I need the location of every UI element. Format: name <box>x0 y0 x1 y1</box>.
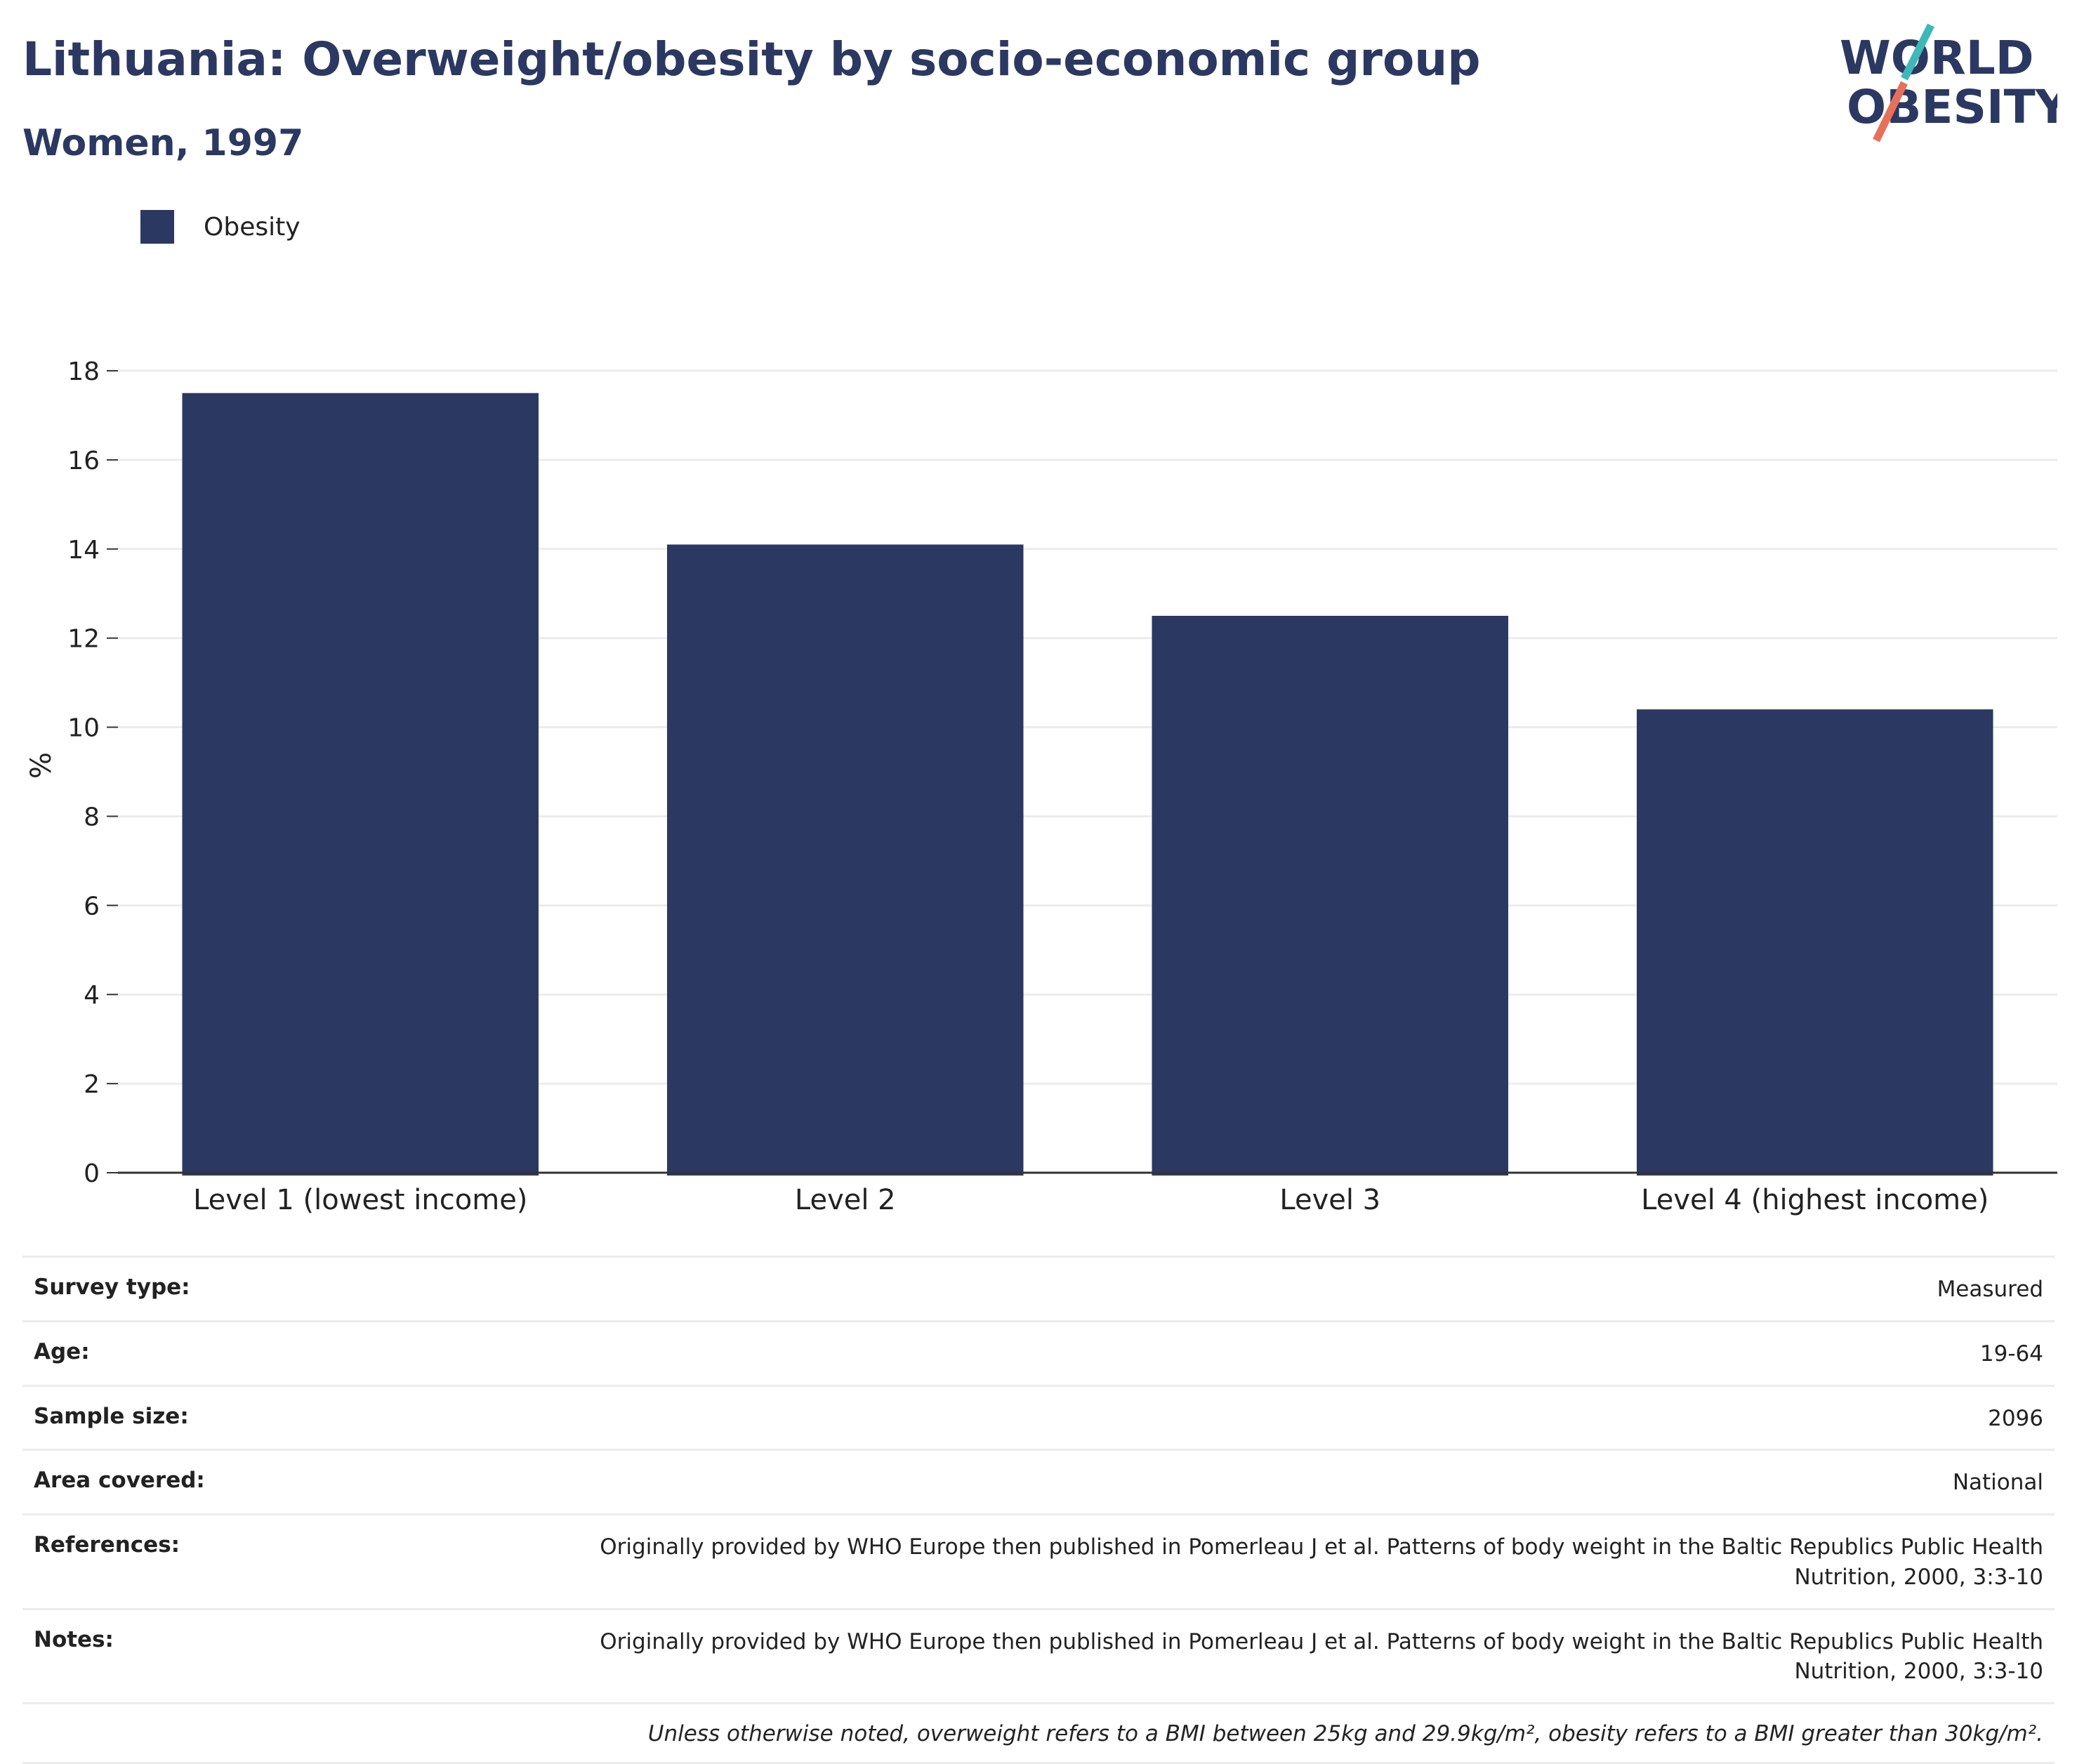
info-row-survey-type: Survey type: Measured <box>22 1256 2055 1320</box>
info-label: Survey type: <box>34 1275 190 1300</box>
info-value: National <box>1952 1470 2043 1496</box>
page-title: Lithuania: Overweight/obesity by socio-e… <box>22 32 1481 86</box>
bar <box>1152 615 1509 1176</box>
info-label: Area covered: <box>34 1468 205 1494</box>
info-label: Age: <box>34 1338 90 1364</box>
bar <box>1636 709 1993 1176</box>
logo-slash-teal <box>1901 23 1934 81</box>
bmi-footnote: Unless otherwise noted, overweight refer… <box>22 1702 2055 1764</box>
info-row-notes: Notes: Originally provided by WHO Europe… <box>22 1607 2055 1703</box>
info-row-age: Age: 19-64 <box>22 1319 2055 1385</box>
chart-legend: Obesity <box>140 209 301 244</box>
world-obesity-logo: WORLD OBESITY <box>1840 23 2057 143</box>
bar <box>666 544 1024 1176</box>
y-tick-label: 18 <box>67 357 100 386</box>
info-label: Notes: <box>34 1626 114 1652</box>
info-row-area-covered: Area covered: National <box>22 1449 2055 1513</box>
info-value: 19-64 <box>1979 1341 2043 1367</box>
x-tick-label: Level 2 <box>795 1184 896 1216</box>
info-value: 2096 <box>1988 1405 2043 1431</box>
info-label: References: <box>34 1532 180 1558</box>
y-tick-label: 2 <box>84 1070 100 1099</box>
x-tick-label: Level 4 (highest income) <box>1641 1184 1989 1216</box>
info-value: Originally provided by WHO Europe then p… <box>600 1628 2043 1685</box>
logo-line-2: OBESITY <box>1847 80 2057 134</box>
x-tick-label: Level 3 <box>1279 1184 1380 1216</box>
info-row-references: References: Originally provided by WHO E… <box>22 1513 2055 1608</box>
info-value: Measured <box>1937 1277 2043 1302</box>
y-tick-label: 4 <box>84 981 100 1010</box>
y-tick-label: 6 <box>84 892 100 921</box>
info-label: Sample size: <box>34 1403 189 1429</box>
y-tick-label: 16 <box>67 447 100 475</box>
legend-label-obesity: Obesity <box>204 212 301 242</box>
y-tick-label: 0 <box>84 1159 100 1188</box>
logo-slash-coral <box>1873 81 1908 143</box>
page-subtitle: Women, 1997 <box>22 122 304 164</box>
bar <box>182 393 539 1176</box>
y-tick-label: 14 <box>67 536 100 565</box>
y-axis-label: % <box>25 752 58 779</box>
info-value: Originally provided by WHO Europe then p… <box>600 1534 2043 1590</box>
y-tick-label: 8 <box>84 803 100 831</box>
x-tick-label: Level 1 (lowest income) <box>193 1184 527 1216</box>
logo-line-1: WORLD <box>1840 31 2034 85</box>
survey-info-table: Survey type: Measured Age: 19-64 Sample … <box>22 1256 2055 1764</box>
y-tick-label: 10 <box>67 714 100 743</box>
bars <box>182 393 1993 1176</box>
info-row-sample-size: Sample size: 2096 <box>22 1384 2055 1449</box>
legend-swatch-obesity <box>140 210 174 244</box>
bar-chart: 0 2 4 6 8 10 12 14 16 18 Level 1 (lowest income) Le… <box>25 357 2057 1216</box>
y-tick-label: 12 <box>67 625 100 654</box>
axes: 0 2 4 6 8 10 12 14 16 18 Level 1 (lowest income) Le… <box>67 357 2057 1216</box>
